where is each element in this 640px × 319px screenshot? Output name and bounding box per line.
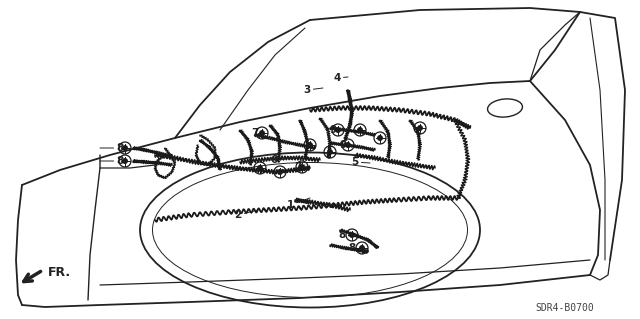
Text: 5: 5 xyxy=(351,157,370,167)
Circle shape xyxy=(349,233,355,237)
Circle shape xyxy=(358,128,362,132)
Circle shape xyxy=(278,170,282,174)
Text: SDR4-B0700: SDR4-B0700 xyxy=(536,303,595,313)
Circle shape xyxy=(308,143,312,147)
Text: 8: 8 xyxy=(339,230,358,240)
Text: 7: 7 xyxy=(294,162,305,172)
Text: 8: 8 xyxy=(100,156,124,166)
Circle shape xyxy=(260,131,264,135)
Circle shape xyxy=(123,146,127,150)
Text: 7: 7 xyxy=(252,128,265,138)
Circle shape xyxy=(123,159,127,163)
Text: 9: 9 xyxy=(330,125,345,135)
Text: 1: 1 xyxy=(286,198,310,210)
Text: 3: 3 xyxy=(303,85,323,95)
Circle shape xyxy=(418,126,422,130)
Circle shape xyxy=(258,166,262,170)
Text: 2: 2 xyxy=(234,210,258,220)
Circle shape xyxy=(328,150,332,154)
Circle shape xyxy=(336,128,340,132)
Text: 8: 8 xyxy=(100,143,124,153)
Text: 9: 9 xyxy=(339,140,355,150)
Circle shape xyxy=(346,143,350,147)
Text: 6: 6 xyxy=(270,155,285,165)
Text: 4: 4 xyxy=(333,73,348,83)
Text: 8: 8 xyxy=(348,243,368,253)
Circle shape xyxy=(360,246,364,250)
Circle shape xyxy=(300,165,304,169)
Circle shape xyxy=(378,136,382,140)
Text: FR.: FR. xyxy=(48,265,71,278)
